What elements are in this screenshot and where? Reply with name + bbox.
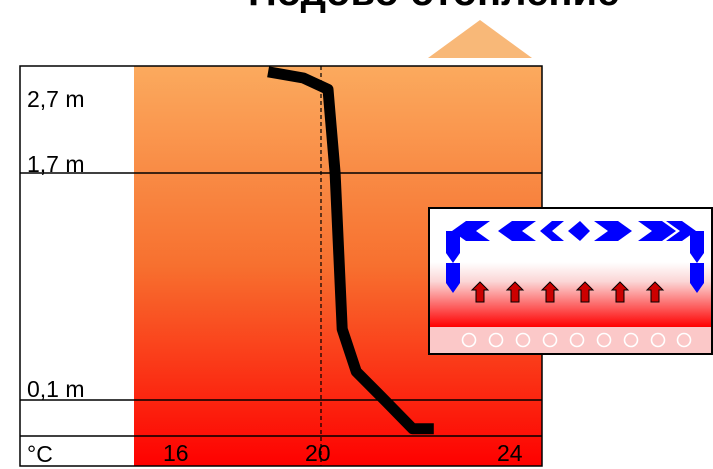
temp-tick-20: 20 [305, 440, 331, 466]
room-warm-zone [430, 262, 711, 327]
air-flow-arrows [446, 221, 704, 293]
height-label-2-7m: 2,7 m [27, 86, 85, 112]
temp-tick-24: 24 [497, 440, 523, 466]
unit-label-celsius: °C [27, 441, 53, 467]
room-frame [428, 207, 713, 355]
warm-air-triangle [428, 20, 532, 58]
diagram-title: Подово отопление [248, 0, 619, 15]
heating-pipes [461, 332, 692, 348]
temperature-curve [267, 66, 434, 435]
heat-rise-arrows [470, 281, 665, 303]
floor-heating-room-diagram [428, 207, 713, 355]
temp-tick-16: 16 [163, 440, 189, 466]
height-label-1-7m: 1,7 m [27, 151, 85, 177]
height-label-0-1m: 0,1 m [27, 376, 85, 402]
